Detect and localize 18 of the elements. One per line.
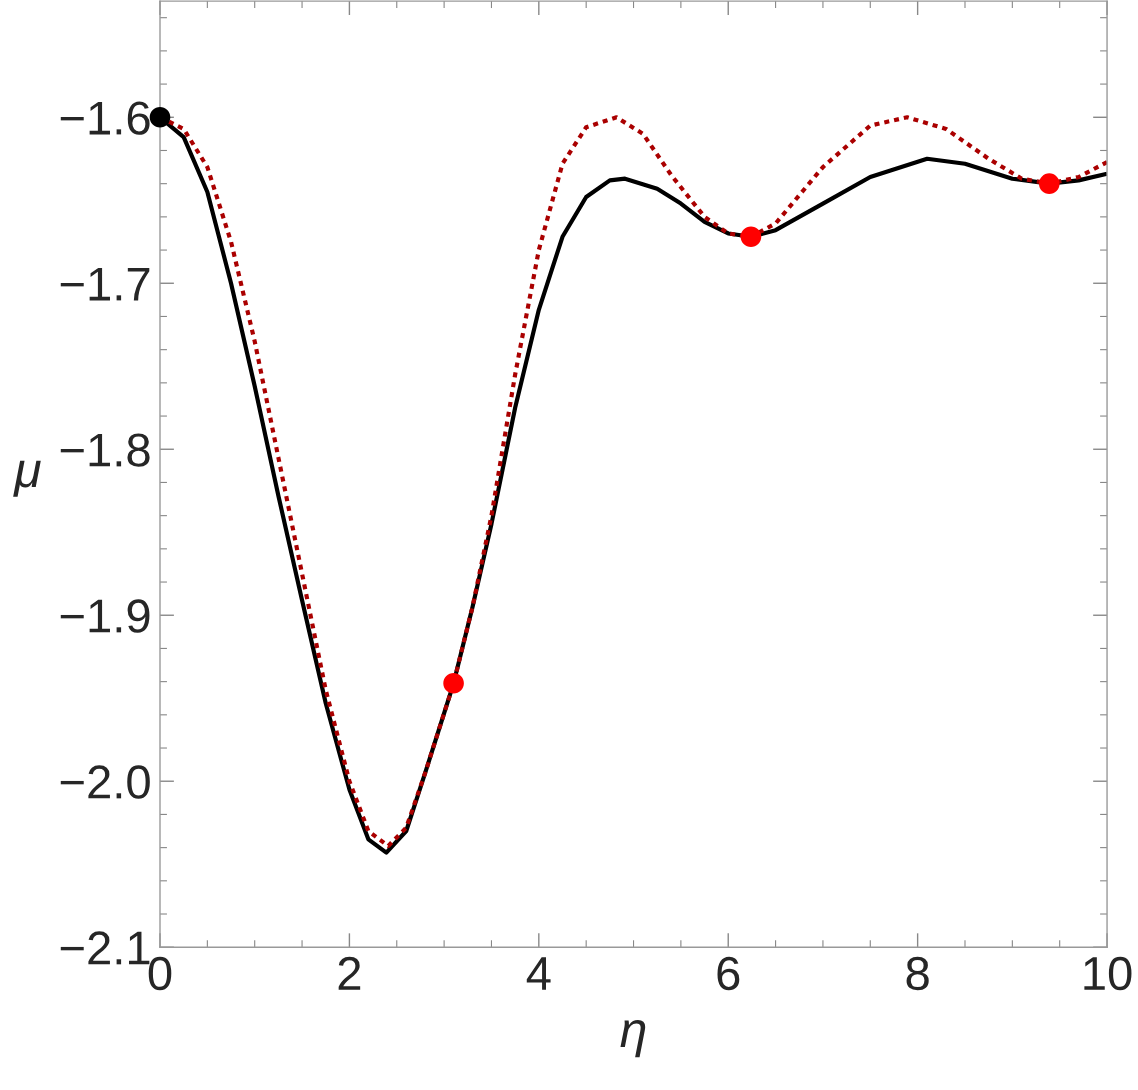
y-tick-label: −2.0 [60, 765, 150, 799]
y-tick-label: −1.6 [60, 101, 150, 135]
x-axis-title: η [620, 1020, 646, 1058]
y-axis-title: μ [13, 460, 41, 497]
x-tick-label: 4 [526, 957, 551, 990]
y-tick-label: −1.9 [60, 599, 150, 633]
x-tick-label: 8 [906, 956, 929, 991]
point [1038, 173, 1060, 194]
x-tick-label: 0 [148, 956, 172, 991]
point [443, 672, 464, 694]
y-tick-label: −1.8 [60, 433, 150, 467]
x-tick-label: 6 [717, 956, 740, 991]
point [149, 106, 171, 128]
point [740, 226, 762, 248]
y-tick-label: −2.1 [60, 931, 150, 965]
y-tick-label: −1.7 [60, 267, 150, 301]
x-tick-label: 10 [1084, 956, 1132, 991]
x-tick-label: 2 [338, 956, 361, 990]
